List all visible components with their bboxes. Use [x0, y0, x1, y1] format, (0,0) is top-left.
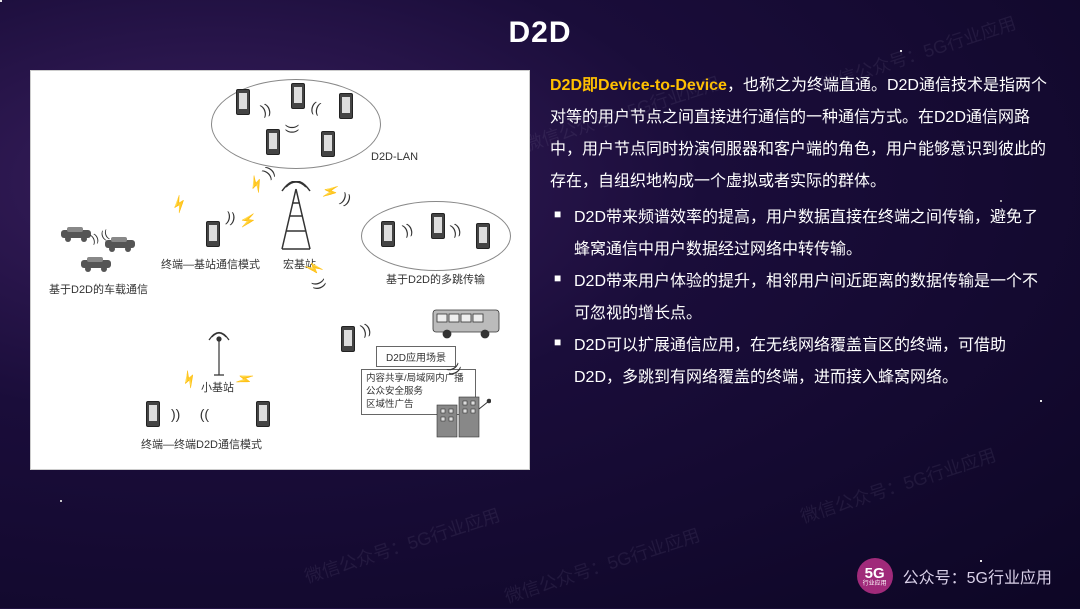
- bullet-list: D2D带来频谱效率的提高，用户数据直接在终端之间传输，避免了蜂窝通信中用户数据经…: [550, 202, 1050, 394]
- small-tower-icon: [206, 331, 232, 377]
- bus-icon: [431, 306, 501, 340]
- label-ue-ue: 终端—终端D2D通信模式: [141, 436, 262, 452]
- phone-icon: [476, 223, 490, 249]
- phone-icon: [321, 131, 335, 157]
- bullet-item: D2D可以扩展通信应用，在无线网络覆盖盲区的终端，可借助D2D，多跳到有网络覆盖…: [550, 330, 1050, 394]
- phone-icon: [146, 401, 160, 427]
- lead-term: D2D即Device-to-Device: [550, 77, 727, 94]
- signal-icon: ⚡: [233, 367, 257, 391]
- signal-icon: )) ((: [171, 406, 209, 422]
- car-icon: [79, 256, 113, 272]
- logo-main: 5G: [865, 566, 885, 581]
- signal-icon: )) ⚡: [225, 208, 258, 230]
- signal-icon: )): [359, 320, 373, 338]
- label-multihop: 基于D2D的多跳传输: [386, 271, 485, 287]
- phone-icon: [381, 221, 395, 247]
- phone-icon: [256, 401, 270, 427]
- footer: 5G 行业应用 公众号：5G行业应用: [857, 558, 1052, 594]
- signal-icon: ⚡ )): [319, 180, 354, 208]
- signal-icon: ⚡: [168, 193, 192, 216]
- description-text: D2D即Device-to-Device，也称之为终端直通。D2D通信技术是指两…: [550, 70, 1050, 394]
- content-row: )) (( )) D2D-LAN )) )) 基于D2D的多跳传输 宏基站 ))…: [0, 50, 1080, 470]
- bullet-item: D2D带来用户体验的提升，相邻用户间近距离的数据传输是一个不可忽视的增长点。: [550, 266, 1050, 330]
- car-icon: [59, 226, 93, 242]
- phone-icon: [431, 213, 445, 239]
- label-ue-bs: 终端—基站通信模式: [161, 256, 260, 272]
- page-title: D2D: [0, 0, 1080, 50]
- watermark: 微信公众号：5G行业应用: [301, 501, 503, 589]
- label-app-scene: D2D应用场景: [376, 346, 456, 367]
- phone-icon: [341, 326, 355, 352]
- intro-paragraph: D2D即Device-to-Device，也称之为终端直通。D2D通信技术是指两…: [550, 70, 1050, 198]
- footer-text: 公众号：5G行业应用: [903, 564, 1052, 588]
- logo-5g-icon: 5G 行业应用: [857, 558, 893, 594]
- building-icon: [431, 391, 491, 441]
- phone-icon: [236, 89, 250, 115]
- d2d-diagram: )) (( )) D2D-LAN )) )) 基于D2D的多跳传输 宏基站 ))…: [30, 70, 530, 470]
- signal-icon: ⚡: [178, 367, 202, 391]
- label-car-d2d: 基于D2D的车载通信: [49, 281, 148, 297]
- label-small-bs: 小基站: [201, 379, 234, 395]
- label-d2d-lan: D2D-LAN: [371, 151, 418, 163]
- phone-icon: [206, 221, 220, 247]
- macro-tower-icon: [276, 181, 316, 251]
- signal-icon: ⚡ )): [244, 163, 278, 197]
- phone-icon: [266, 129, 280, 155]
- bullet-item: D2D带来频谱效率的提高，用户数据直接在终端之间传输，避免了蜂窝通信中用户数据经…: [550, 202, 1050, 266]
- logo-sub: 行业应用: [863, 581, 887, 587]
- phone-icon: [339, 93, 353, 119]
- signal-icon: ⚡ )): [303, 257, 329, 292]
- signal-icon: )): [286, 124, 302, 133]
- watermark: 微信公众号：5G行业应用: [501, 521, 703, 609]
- phone-icon: [291, 83, 305, 109]
